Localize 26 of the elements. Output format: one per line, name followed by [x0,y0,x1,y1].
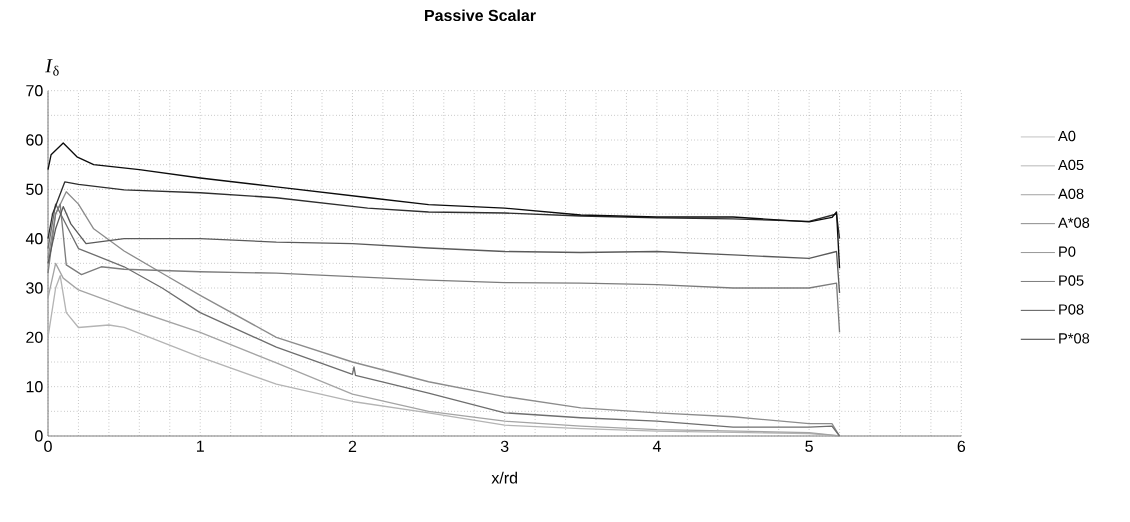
legend-label: P0 [1059,246,1076,257]
legend-label: A*08 [1058,217,1090,228]
x-tick-label: 1 [196,440,204,452]
y-axis-title: I$_{δ}$ [45,59,59,76]
legend-label: P08 [1059,304,1084,315]
x-tick-label: 5 [805,440,813,452]
y-tick-label: 70 [26,85,43,97]
x-axis-title: x/rd [491,471,517,484]
legend-label: P05 [1059,275,1084,286]
x-tick-label: 4 [652,440,661,452]
x-tick-label: 6 [957,440,966,453]
legend-label: A05 [1058,159,1084,171]
y-tick-label: 50 [26,183,43,195]
x-tick-label: 0 [44,440,52,453]
legend-label: P*08 [1059,333,1090,344]
y-tick-label: 20 [26,331,43,343]
chart-title: Passive Scalar [425,9,536,22]
y-tick-label: 30 [26,282,43,294]
y-tick-label: 60 [26,134,43,146]
y-tick-label: 0 [35,430,43,442]
legend-label: A08 [1058,188,1084,200]
y-tick-label: 40 [25,233,43,245]
x-tick-label: 3 [500,440,509,453]
y-tick-label: 10 [26,381,43,393]
x-tick-label: 2 [348,440,357,452]
legend-label: A0 [1058,130,1076,142]
